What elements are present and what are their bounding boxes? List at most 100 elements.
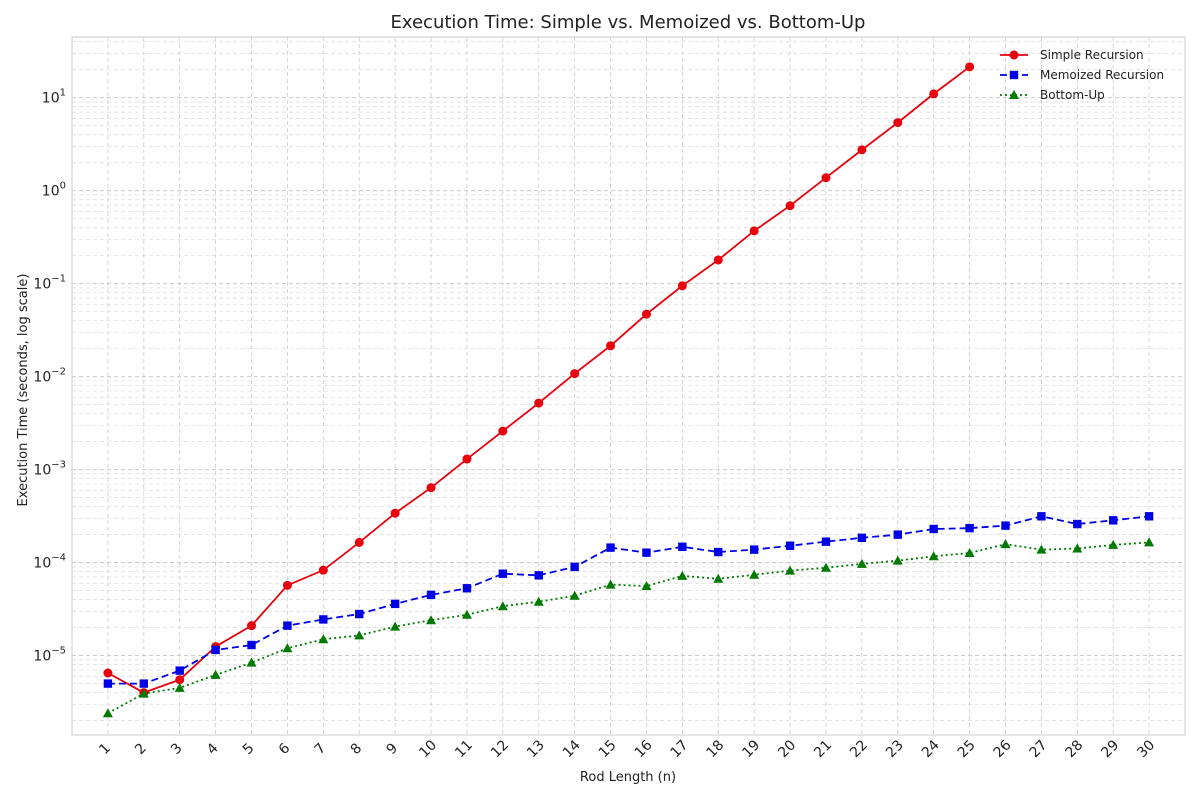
data-point-simple-recursion — [713, 255, 723, 265]
x-tick-label: 12 — [488, 737, 512, 761]
data-point-simple-recursion — [462, 454, 472, 464]
data-point-bottom-up — [461, 609, 472, 619]
x-tick-label: 8 — [348, 740, 366, 758]
data-point-memoized-recursion — [247, 640, 256, 650]
chart-title: Execution Time: Simple vs. Memoized vs. … — [391, 12, 866, 33]
data-point-bottom-up — [282, 643, 293, 653]
data-point-bottom-up — [820, 562, 831, 572]
y-tick-label: 10−4 — [33, 553, 66, 572]
data-point-bottom-up — [102, 708, 113, 718]
data-point-memoized-recursion — [893, 530, 902, 539]
data-point-bottom-up — [497, 601, 508, 611]
data-point-bottom-up — [533, 596, 544, 606]
x-tick-label: 17 — [668, 737, 692, 761]
x-tick-label: 18 — [703, 737, 727, 761]
data-point-bottom-up — [892, 555, 903, 565]
legend-marker — [1009, 50, 1019, 60]
x-tick-label: 7 — [312, 740, 330, 758]
x-tick-label: 6 — [276, 740, 294, 758]
x-tick-label: 26 — [991, 737, 1015, 761]
data-point-memoized-recursion — [498, 569, 508, 578]
x-tick-label: 9 — [383, 740, 401, 758]
x-tick-label: 19 — [739, 737, 763, 761]
grid — [72, 37, 1185, 735]
data-point-simple-recursion — [103, 668, 113, 678]
data-point-memoized-recursion — [103, 679, 113, 688]
data-point-bottom-up — [1144, 537, 1155, 547]
data-point-simple-recursion — [893, 118, 903, 128]
data-point-bottom-up — [569, 590, 580, 600]
y-tick-label: 10−3 — [33, 460, 66, 479]
data-point-memoized-recursion — [1144, 512, 1154, 521]
series-memoized-recursion — [103, 512, 1154, 688]
x-tick-label: 10 — [416, 737, 440, 761]
data-point-simple-recursion — [498, 426, 508, 436]
plot-frame — [71, 36, 1186, 736]
data-point-memoized-recursion — [1073, 519, 1082, 529]
x-tick-label: 24 — [919, 737, 943, 761]
x-tick-label: 3 — [168, 740, 186, 758]
data-point-memoized-recursion — [1001, 521, 1010, 530]
data-point-bottom-up — [785, 565, 796, 575]
data-point-memoized-recursion — [642, 548, 651, 557]
data-point-simple-recursion — [785, 201, 795, 211]
data-point-bottom-up — [1108, 539, 1119, 549]
data-point-memoized-recursion — [821, 537, 831, 546]
data-point-memoized-recursion — [390, 599, 400, 609]
data-point-simple-recursion — [965, 62, 975, 72]
data-point-memoized-recursion — [857, 533, 867, 542]
y-tick-label: 101 — [42, 88, 66, 107]
data-point-bottom-up — [964, 547, 975, 557]
legend: Simple Recursion Memoized Recursion Bottom… — [1000, 48, 1164, 102]
data-point-bottom-up — [1000, 539, 1011, 549]
x-tick-label: 22 — [847, 737, 871, 761]
legend-marker — [1009, 90, 1019, 99]
y-tick-label: 10−2 — [33, 367, 66, 386]
x-tick-label: 4 — [204, 740, 222, 758]
x-tick-label: 13 — [524, 737, 548, 761]
x-tick-label: 21 — [811, 737, 835, 761]
data-point-bottom-up — [713, 573, 724, 583]
series-bottom-up — [102, 537, 1155, 718]
data-point-bottom-up — [354, 630, 365, 640]
legend-label: Bottom-Up — [1040, 88, 1105, 102]
x-tick-label: 29 — [1098, 737, 1122, 761]
data-point-bottom-up — [749, 569, 760, 579]
data-point-memoized-recursion — [785, 541, 795, 550]
x-tick-label: 30 — [1134, 737, 1158, 761]
data-point-simple-recursion — [606, 341, 616, 351]
data-point-memoized-recursion — [534, 571, 543, 580]
series-layer — [102, 62, 1155, 718]
x-tick-label: 5 — [240, 740, 258, 758]
data-point-bottom-up — [605, 579, 616, 589]
data-point-memoized-recursion — [965, 523, 974, 533]
data-point-simple-recursion — [175, 675, 185, 685]
data-point-memoized-recursion — [1037, 512, 1046, 521]
data-point-bottom-up — [426, 615, 437, 625]
y-tick-label: 10−5 — [33, 646, 66, 665]
series-line-memoized-recursion — [107, 515, 1150, 685]
x-tick-label: 1 — [96, 740, 114, 758]
data-point-simple-recursion — [534, 398, 544, 408]
data-point-simple-recursion — [247, 621, 257, 631]
data-point-bottom-up — [1072, 543, 1083, 553]
data-point-memoized-recursion — [606, 543, 615, 552]
data-point-bottom-up — [246, 657, 257, 667]
x-tick-label: 15 — [596, 737, 620, 761]
data-point-memoized-recursion — [714, 547, 723, 557]
data-point-simple-recursion — [318, 565, 328, 575]
data-point-memoized-recursion — [175, 666, 184, 675]
data-point-simple-recursion — [857, 145, 867, 155]
data-point-memoized-recursion — [139, 679, 149, 688]
data-point-memoized-recursion — [283, 621, 292, 630]
legend-item-memoized-recursion: Memoized Recursion — [1000, 68, 1164, 82]
data-point-simple-recursion — [929, 89, 939, 99]
data-point-simple-recursion — [677, 281, 687, 291]
legend-item-bottom-up: Bottom-Up — [1000, 88, 1105, 102]
data-point-simple-recursion — [354, 537, 364, 547]
data-point-bottom-up — [1036, 544, 1047, 554]
data-point-memoized-recursion — [319, 615, 328, 624]
data-point-memoized-recursion — [355, 609, 364, 619]
